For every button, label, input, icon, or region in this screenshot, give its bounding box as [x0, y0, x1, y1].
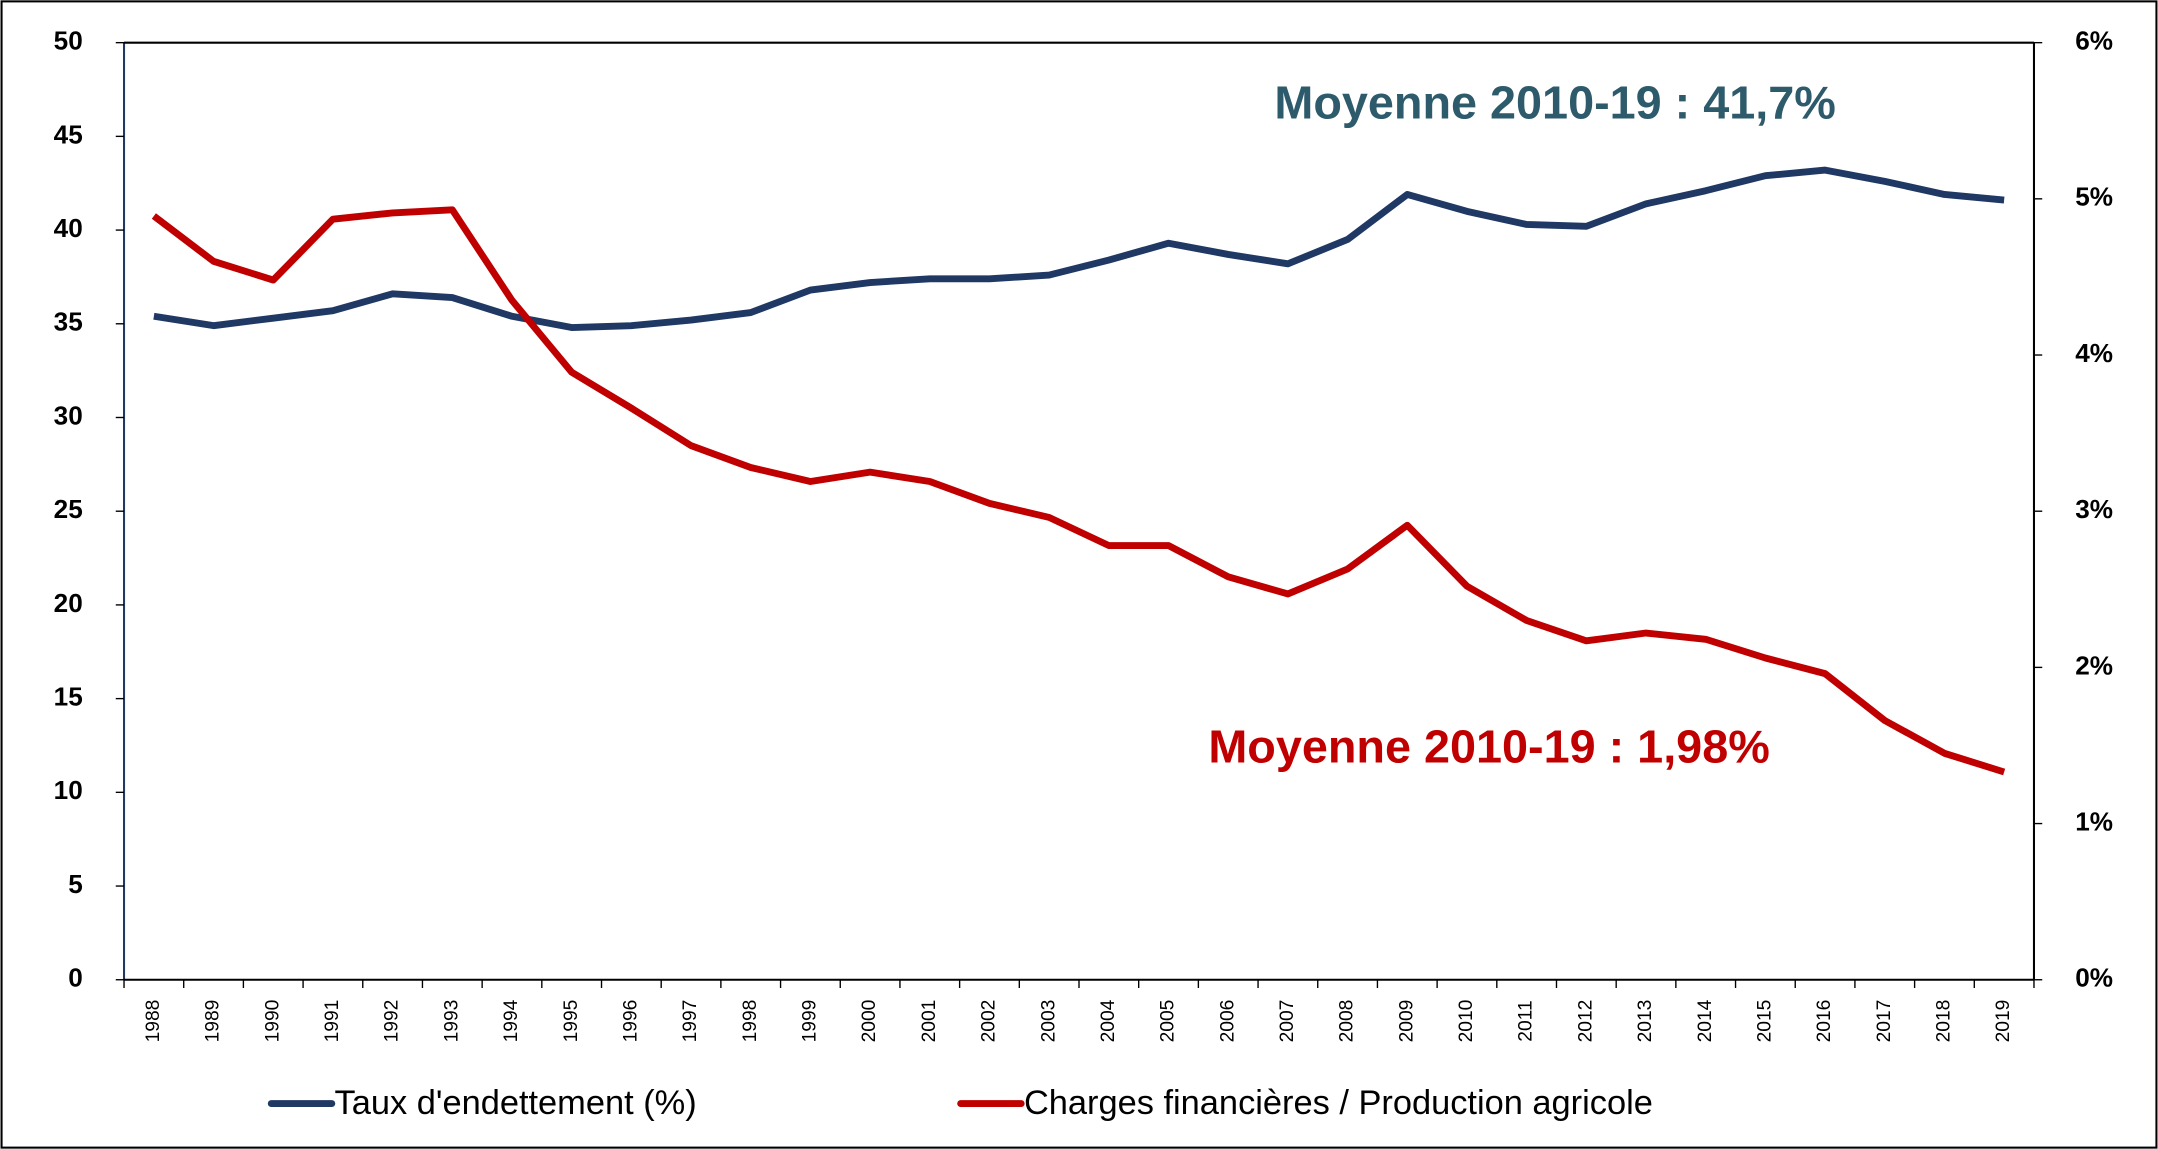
x-tick-label: 1998: [740, 1000, 761, 1043]
y-tick-label: 15: [54, 682, 83, 712]
x-tick-label: 1997: [680, 1000, 701, 1043]
y-tick-label: 50: [54, 26, 83, 56]
x-tick-label: 2011: [1516, 1000, 1537, 1041]
x-tick-label: 1995: [561, 1000, 582, 1043]
y-tick-label: 35: [54, 307, 83, 337]
x-tick-label: 1990: [262, 1000, 283, 1043]
x-tick-label: 1991: [322, 1000, 343, 1043]
x-tick-label: 1996: [620, 1000, 641, 1043]
x-tick-label: 1989: [203, 1000, 224, 1043]
x-tick-label: 2009: [1396, 1000, 1417, 1043]
y-tick-label: 0: [68, 963, 83, 993]
x-tick-label: 2003: [1038, 1000, 1059, 1043]
y2-tick-label: 4%: [2075, 338, 2113, 368]
x-tick-label: 2014: [1695, 999, 1716, 1042]
legend-label: Charges financières / Production agricol…: [1024, 1084, 1653, 1122]
x-tick-label: 1992: [382, 1000, 403, 1043]
x-tick-label: 2001: [919, 1000, 940, 1043]
y-tick-label: 25: [54, 494, 83, 524]
annotation: Moyenne 2010-19 : 1,98%: [1208, 720, 1769, 772]
x-tick-label: 1999: [800, 1000, 821, 1043]
series-line: [151, 206, 2006, 776]
y2-tick-label: 6%: [2075, 26, 2113, 56]
x-tick-label: 2018: [1934, 1000, 1955, 1043]
x-tick-label: 2004: [1098, 999, 1119, 1042]
annotation: Moyenne 2010-19 : 41,7%: [1274, 76, 1835, 128]
y-tick-label: 5: [68, 869, 83, 899]
x-tick-label: 1988: [143, 1000, 164, 1043]
y2-tick-label: 1%: [2075, 806, 2113, 836]
y-tick-label: 40: [54, 213, 83, 243]
x-tick-label: 2005: [1158, 1000, 1179, 1043]
x-tick-label: 2016: [1814, 1000, 1835, 1043]
y2-tick-label: 0%: [2075, 963, 2113, 993]
y-tick-label: 30: [54, 400, 83, 430]
x-tick-label: 2012: [1575, 1000, 1596, 1043]
x-tick-label: 1993: [441, 1000, 462, 1043]
y2-tick-label: 2%: [2075, 650, 2113, 680]
x-tick-label: 2006: [1217, 1000, 1238, 1043]
x-tick-label: 2015: [1754, 1000, 1775, 1043]
x-tick-label: 2013: [1635, 1000, 1656, 1043]
x-tick-label: 2019: [1993, 1000, 2014, 1043]
x-tick-label: 2008: [1337, 1000, 1358, 1043]
y-tick-label: 10: [54, 775, 83, 805]
x-tick-label: 2002: [979, 1000, 1000, 1043]
legend-label: Taux d'endettement (%): [335, 1084, 697, 1122]
series-line: [153, 166, 2005, 331]
x-tick-label: 2017: [1874, 1000, 1895, 1043]
x-tick-label: 2000: [859, 1000, 880, 1043]
y-tick-label: 45: [54, 119, 83, 149]
x-tick-label: 2007: [1277, 1000, 1298, 1043]
y-tick-label: 20: [54, 588, 83, 618]
y2-tick-label: 5%: [2075, 182, 2113, 212]
x-tick-label: 1994: [501, 999, 522, 1042]
y2-tick-label: 3%: [2075, 494, 2113, 524]
x-tick-label: 2010: [1456, 1000, 1477, 1043]
